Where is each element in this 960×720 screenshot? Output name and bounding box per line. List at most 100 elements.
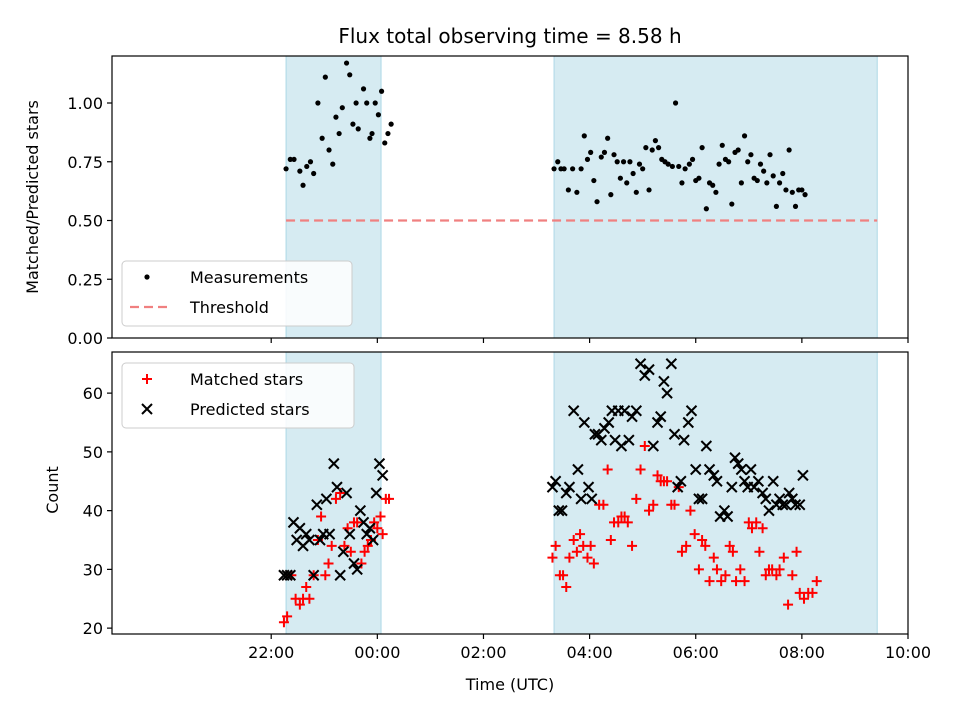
measurement-point [646, 187, 652, 193]
matched-stars-point [754, 546, 765, 557]
matched-stars-point [676, 546, 687, 557]
matched-stars-point [550, 540, 561, 551]
predicted-stars-point [354, 504, 367, 517]
matched-stars-point [564, 552, 575, 563]
series-predicted-stars [278, 358, 809, 581]
predicted-stars-point [671, 481, 684, 493]
y-tick-label: 0.50 [67, 212, 103, 231]
predicted-stars-point [284, 569, 297, 581]
measurement-point [783, 187, 789, 193]
matched-stars-point [711, 564, 722, 575]
measurement-point [669, 163, 675, 170]
predicted-stars-point [718, 504, 731, 517]
measurement-point [716, 161, 722, 167]
measurement-point [353, 100, 359, 106]
predicted-stars-point [323, 528, 336, 540]
measurement-point [369, 130, 375, 137]
ratio-y-axis-label: Matched/Predicted stars [23, 100, 42, 294]
measurement-point [729, 201, 735, 207]
matched-stars-point [731, 576, 742, 587]
legend-measurement-marker [144, 274, 150, 280]
measurement-point [741, 133, 748, 139]
measurement-point [611, 152, 617, 158]
measurement-point [574, 189, 580, 195]
measurement-point [703, 206, 709, 212]
matched-stars-point [724, 540, 735, 551]
matched-stars-point [602, 464, 613, 475]
predicted-stars-point [560, 487, 572, 499]
predicted-stars-point [678, 434, 690, 446]
measurement-point [767, 152, 773, 158]
measurement-point [735, 147, 741, 153]
predicted-stars-point [651, 416, 664, 429]
measurement-point [601, 149, 608, 155]
measurement-point [385, 130, 391, 137]
predicted-stars-point [732, 457, 744, 470]
matched-stars-point [547, 552, 558, 563]
measurement-point [636, 161, 643, 167]
matched-stars-point [585, 540, 596, 551]
predicted-stars-point [675, 475, 687, 487]
measurement-point [343, 60, 350, 66]
predicted-stars-point [700, 440, 713, 452]
measurement-point [605, 135, 611, 141]
matched-stars-point [362, 540, 373, 551]
predicted-stars-point [794, 499, 806, 511]
measurement-point [789, 189, 795, 195]
measurement-point [283, 166, 289, 172]
matched-stars-point [693, 564, 704, 575]
predicted-stars-point [334, 569, 346, 581]
predicted-stars-point [281, 569, 293, 581]
measurement-point [679, 180, 685, 186]
predicted-stars-point [789, 499, 802, 511]
matched-stars-point [708, 552, 719, 563]
measurement-point [710, 182, 716, 188]
measurement-point [655, 145, 662, 151]
measurement-point [776, 180, 783, 186]
matched-stars-point [739, 576, 750, 587]
predicted-stars-point [618, 405, 631, 417]
predicted-stars-point [630, 405, 643, 417]
plot-frame [111, 55, 909, 339]
series-measurements [283, 60, 808, 212]
predicted-stars-point [634, 358, 647, 370]
matched-stars-point [384, 493, 395, 504]
matched-stars-point [575, 529, 586, 540]
measurement-point [388, 121, 394, 127]
measurement-point [682, 166, 688, 172]
predicted-stars-point [703, 463, 716, 476]
count-y-axis-label: Count [43, 466, 62, 514]
matched-stars-point [685, 505, 696, 516]
measurement-point [297, 168, 303, 174]
predicted-stars-point [726, 481, 738, 493]
measurement-point [780, 170, 786, 177]
measurement-point [665, 161, 671, 167]
measurement-point [792, 203, 799, 209]
predicted-stars-point [783, 487, 795, 499]
matched-stars-point [369, 517, 380, 528]
measurement-point [339, 105, 345, 111]
matched-stars-point [356, 558, 367, 569]
predicted-stars-point [690, 463, 702, 476]
measurement-point [372, 100, 378, 106]
legend-matched-marker [142, 374, 152, 384]
predicted-stars-point [351, 563, 363, 576]
matched-stars-point [345, 546, 356, 557]
measurement-point [617, 175, 623, 181]
matched-stars-point [700, 540, 711, 551]
measurement-point [322, 74, 328, 80]
measurement-point [581, 133, 587, 139]
matched-stars-point [704, 576, 715, 587]
y-tick-label: 30 [83, 560, 103, 579]
predicted-stars-point [586, 493, 598, 505]
measurement-point [630, 170, 636, 177]
legend [121, 260, 353, 327]
matched-stars-point [774, 564, 785, 575]
matched-stars-point [798, 593, 809, 604]
ratio-panel: 0.00 0.25 0.50 0.75 1.00 Measurements Threshol… [67, 55, 909, 348]
measurement-point [672, 100, 679, 106]
measurement-point [757, 161, 764, 167]
predicted-stars-point [582, 481, 595, 493]
measurement-point [726, 159, 732, 165]
predicted-stars-point [553, 504, 565, 517]
